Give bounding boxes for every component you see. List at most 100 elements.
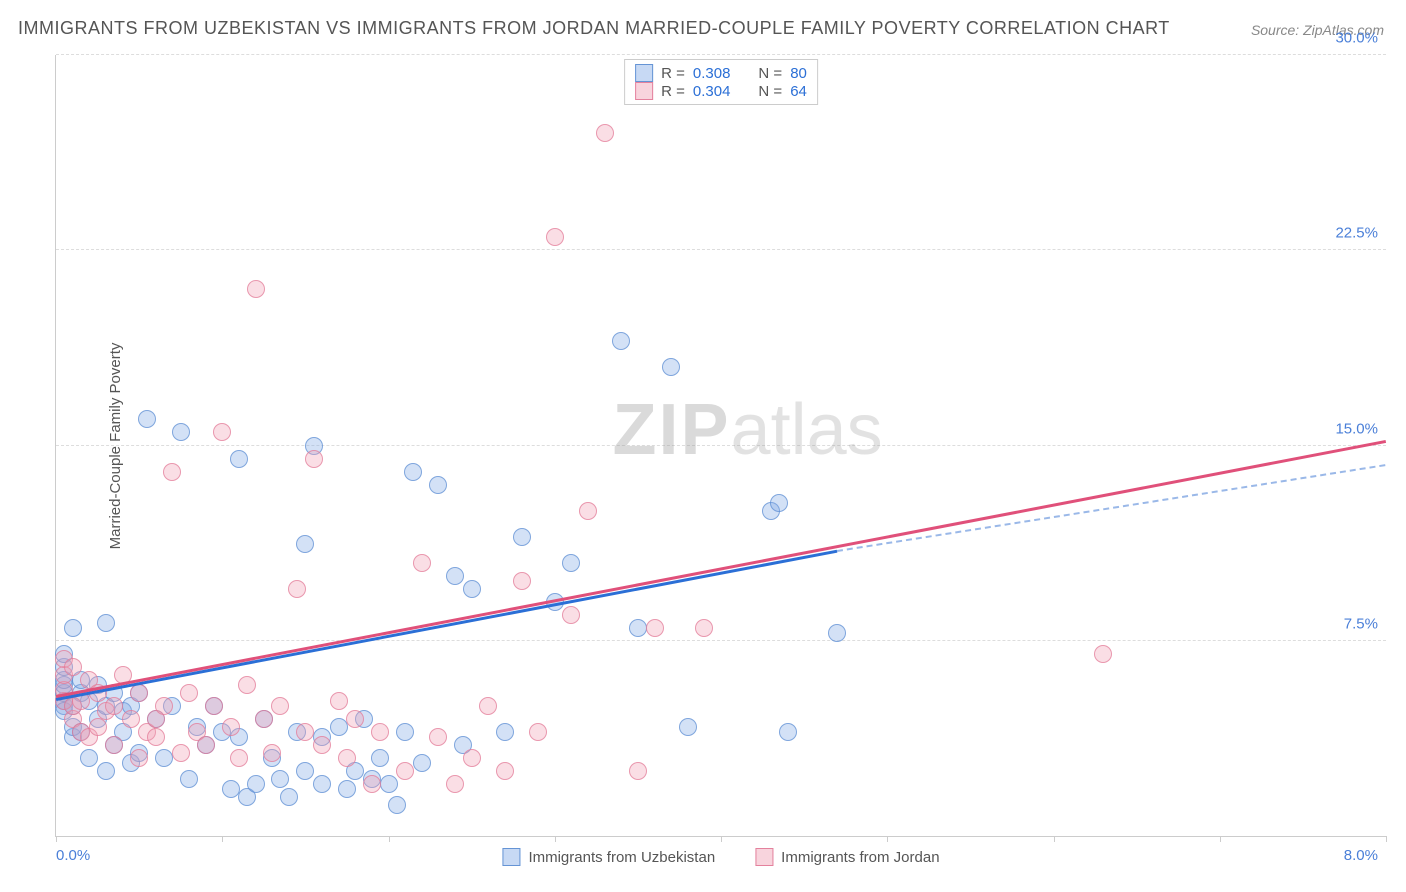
data-point bbox=[446, 567, 464, 585]
data-point bbox=[662, 358, 680, 376]
data-point bbox=[404, 463, 422, 481]
data-point bbox=[371, 723, 389, 741]
data-point bbox=[205, 697, 223, 715]
data-point bbox=[396, 762, 414, 780]
y-tick-label: 22.5% bbox=[1335, 225, 1378, 242]
data-point bbox=[413, 554, 431, 572]
data-point bbox=[429, 476, 447, 494]
data-point bbox=[288, 580, 306, 598]
data-point bbox=[155, 749, 173, 767]
data-point bbox=[89, 718, 107, 736]
data-point bbox=[230, 450, 248, 468]
n-label: N = bbox=[758, 65, 782, 82]
data-point bbox=[463, 580, 481, 598]
data-point bbox=[180, 770, 198, 788]
x-tick bbox=[389, 836, 390, 842]
data-point bbox=[222, 780, 240, 798]
legend-item-uzbekistan: Immigrants from Uzbekistan bbox=[502, 848, 715, 866]
data-point bbox=[64, 658, 82, 676]
r-label: R = bbox=[661, 83, 685, 100]
data-point bbox=[147, 728, 165, 746]
data-point bbox=[363, 775, 381, 793]
x-max-label: 8.0% bbox=[1344, 847, 1378, 864]
data-point bbox=[371, 749, 389, 767]
n-value-pink: 64 bbox=[790, 83, 807, 100]
data-point bbox=[80, 749, 98, 767]
data-point bbox=[629, 762, 647, 780]
r-value-blue: 0.308 bbox=[693, 65, 731, 82]
data-point bbox=[562, 606, 580, 624]
gridline bbox=[56, 445, 1386, 446]
data-point bbox=[529, 723, 547, 741]
data-point bbox=[380, 775, 398, 793]
r-value-pink: 0.304 bbox=[693, 83, 731, 100]
n-value-blue: 80 bbox=[790, 65, 807, 82]
data-point bbox=[313, 775, 331, 793]
data-point bbox=[562, 554, 580, 572]
trendline bbox=[837, 464, 1386, 552]
data-point bbox=[238, 676, 256, 694]
data-point bbox=[546, 228, 564, 246]
data-point bbox=[163, 463, 181, 481]
swatch-pink-icon bbox=[755, 848, 773, 866]
x-tick bbox=[222, 836, 223, 842]
legend-row-pink: R = 0.304 N = 64 bbox=[635, 82, 807, 100]
data-point bbox=[138, 410, 156, 428]
data-point bbox=[255, 710, 273, 728]
data-point bbox=[197, 736, 215, 754]
data-point bbox=[479, 697, 497, 715]
legend-label: Immigrants from Uzbekistan bbox=[528, 849, 715, 866]
data-point bbox=[496, 762, 514, 780]
data-point bbox=[172, 423, 190, 441]
watermark-atlas: atlas bbox=[731, 390, 883, 470]
data-point bbox=[338, 780, 356, 798]
trendline bbox=[56, 440, 1386, 698]
data-point bbox=[247, 280, 265, 298]
data-point bbox=[612, 332, 630, 350]
data-point bbox=[413, 754, 431, 772]
data-point bbox=[213, 423, 231, 441]
data-point bbox=[338, 749, 356, 767]
x-tick bbox=[1386, 836, 1387, 842]
legend-item-jordan: Immigrants from Jordan bbox=[755, 848, 939, 866]
data-point bbox=[97, 614, 115, 632]
data-point bbox=[496, 723, 514, 741]
swatch-blue-icon bbox=[635, 64, 653, 82]
data-point bbox=[646, 619, 664, 637]
data-point bbox=[679, 718, 697, 736]
data-point bbox=[579, 502, 597, 520]
data-point bbox=[695, 619, 713, 637]
data-point bbox=[247, 775, 265, 793]
data-point bbox=[230, 749, 248, 767]
watermark: ZIPatlas bbox=[613, 389, 883, 471]
plot-area: ZIPatlas R = 0.308 N = 80 R = 0.304 N = … bbox=[55, 55, 1386, 837]
n-label: N = bbox=[758, 83, 782, 100]
data-point bbox=[271, 697, 289, 715]
data-point bbox=[770, 494, 788, 512]
correlation-legend: R = 0.308 N = 80 R = 0.304 N = 64 bbox=[624, 59, 818, 105]
data-point bbox=[305, 450, 323, 468]
x-tick bbox=[887, 836, 888, 842]
data-point bbox=[296, 762, 314, 780]
data-point bbox=[513, 572, 531, 590]
x-tick bbox=[1220, 836, 1221, 842]
data-point bbox=[263, 744, 281, 762]
data-point bbox=[97, 762, 115, 780]
data-point bbox=[828, 624, 846, 642]
data-point bbox=[105, 697, 123, 715]
y-tick-label: 7.5% bbox=[1344, 615, 1378, 632]
data-point bbox=[222, 718, 240, 736]
data-point bbox=[629, 619, 647, 637]
series-legend: Immigrants from Uzbekistan Immigrants fr… bbox=[502, 848, 939, 866]
data-point bbox=[296, 723, 314, 741]
watermark-zip: ZIP bbox=[613, 390, 731, 470]
data-point bbox=[596, 124, 614, 142]
x-tick bbox=[721, 836, 722, 842]
data-point bbox=[130, 749, 148, 767]
data-point bbox=[64, 619, 82, 637]
x-tick bbox=[56, 836, 57, 842]
data-point bbox=[396, 723, 414, 741]
chart-title: IMMIGRANTS FROM UZBEKISTAN VS IMMIGRANTS… bbox=[18, 18, 1170, 39]
data-point bbox=[330, 718, 348, 736]
data-point bbox=[280, 788, 298, 806]
